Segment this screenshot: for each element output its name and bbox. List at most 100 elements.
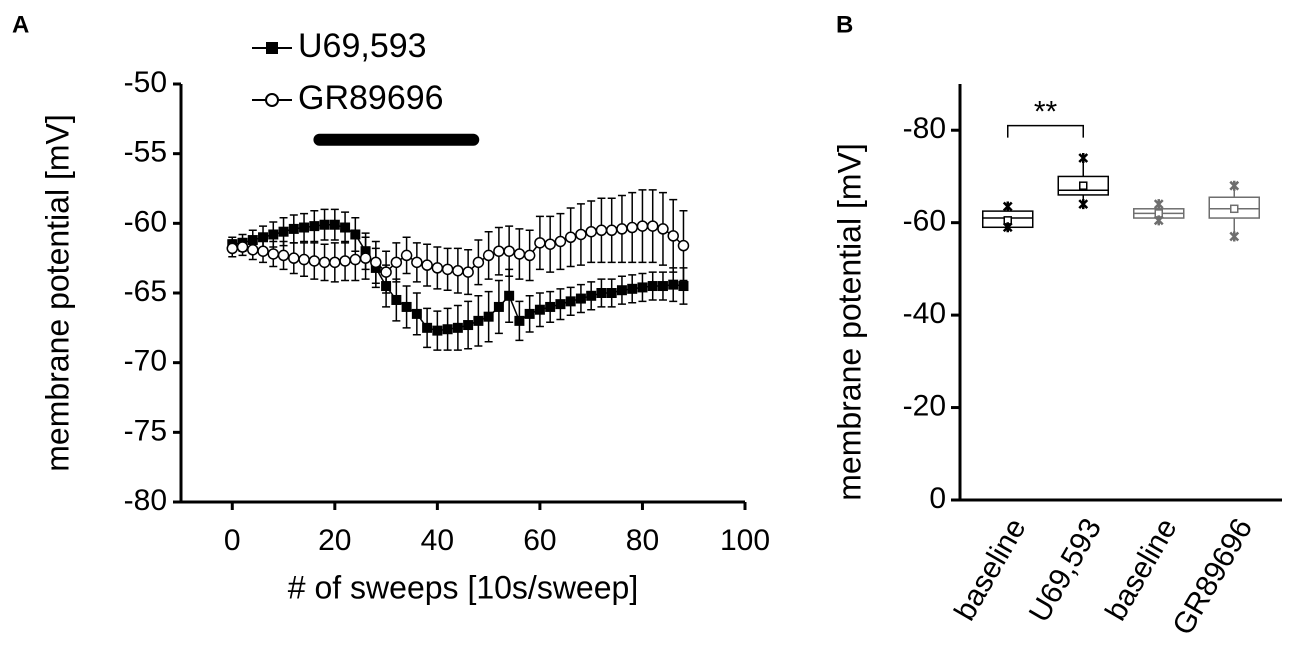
marker xyxy=(616,285,627,296)
marker xyxy=(554,235,567,248)
x-axis-label: # of sweeps [10s/sweep] xyxy=(288,569,638,605)
marker xyxy=(575,228,587,241)
marker xyxy=(350,229,361,240)
x-tick-label: baseline xyxy=(1099,513,1183,626)
marker xyxy=(513,248,526,260)
marker xyxy=(462,266,474,278)
marker xyxy=(524,308,535,319)
marker xyxy=(616,223,628,235)
y-axis-label: membrane potential [mV] xyxy=(39,114,75,472)
marker xyxy=(534,304,545,315)
marker xyxy=(298,253,310,266)
marker xyxy=(595,224,608,237)
y-tick-label: 0 xyxy=(929,482,946,515)
marker xyxy=(657,223,669,235)
max xyxy=(1153,215,1164,226)
significance-bracket xyxy=(1007,124,1084,138)
marker xyxy=(340,222,351,233)
x-tick-label: U69,593 xyxy=(1023,513,1108,628)
marker xyxy=(258,232,269,243)
marker xyxy=(236,241,249,253)
marker xyxy=(503,245,515,257)
marker xyxy=(391,294,402,305)
x-tick-label: 80 xyxy=(626,524,659,557)
marker xyxy=(606,288,617,298)
y-tick-label: -75 xyxy=(124,414,167,447)
x-tick-label: 20 xyxy=(318,524,351,557)
marker xyxy=(605,224,618,237)
y-tick-label: -65 xyxy=(124,275,167,308)
x-tick-label: 100 xyxy=(720,524,770,557)
marker xyxy=(504,290,515,301)
marker xyxy=(523,249,536,262)
y-tick-label: -80 xyxy=(903,112,946,145)
panel-label: B xyxy=(836,11,853,38)
marker xyxy=(390,256,403,269)
panel-label: A xyxy=(12,11,29,38)
marker xyxy=(473,315,484,326)
marker xyxy=(441,263,454,276)
marker xyxy=(349,253,362,266)
legend-label: GR89696 xyxy=(298,79,444,117)
min xyxy=(1002,201,1013,212)
marker xyxy=(514,315,525,326)
marker xyxy=(637,282,648,293)
marker xyxy=(442,324,453,335)
marker xyxy=(268,229,279,240)
x-tick-label: 40 xyxy=(421,524,454,557)
marker xyxy=(329,219,340,230)
marker xyxy=(452,264,464,277)
marker xyxy=(657,281,668,292)
marker xyxy=(678,281,689,292)
marker xyxy=(401,301,412,312)
max xyxy=(1078,199,1089,210)
marker xyxy=(318,256,331,269)
max xyxy=(1229,231,1240,242)
marker xyxy=(586,290,597,301)
marker xyxy=(267,248,280,260)
marker xyxy=(319,219,330,230)
legend-marker xyxy=(265,93,279,107)
marker xyxy=(668,279,679,290)
marker xyxy=(544,238,556,250)
marker xyxy=(493,245,505,257)
significance-label: ** xyxy=(1034,96,1058,129)
marker xyxy=(585,225,597,238)
y-tick-label: -70 xyxy=(124,345,167,378)
marker xyxy=(400,249,413,262)
marker xyxy=(432,325,443,336)
marker xyxy=(247,244,259,256)
marker xyxy=(647,281,658,292)
marker xyxy=(299,222,310,233)
marker xyxy=(667,230,679,242)
marker xyxy=(677,239,690,252)
marker xyxy=(534,237,546,249)
y-tick-label: -55 xyxy=(124,136,167,169)
mean xyxy=(1230,204,1239,214)
min xyxy=(1153,199,1164,210)
marker xyxy=(472,256,485,269)
marker xyxy=(309,221,320,232)
marker xyxy=(565,296,576,307)
max xyxy=(1002,222,1013,233)
marker xyxy=(482,249,495,262)
y-tick-label: -80 xyxy=(124,484,167,517)
min xyxy=(1078,152,1089,163)
marker xyxy=(329,256,341,269)
marker xyxy=(308,255,321,267)
marker xyxy=(627,283,638,294)
y-tick-label: -60 xyxy=(903,205,946,238)
legend-marker xyxy=(266,42,278,54)
x-tick-label: baseline xyxy=(948,513,1032,626)
y-tick-label: -50 xyxy=(124,66,167,99)
x-tick-label: 0 xyxy=(224,524,241,557)
y-tick-label: -20 xyxy=(903,389,946,422)
marker xyxy=(339,255,351,267)
marker xyxy=(596,288,607,298)
marker xyxy=(411,308,422,319)
marker xyxy=(626,221,638,234)
marker xyxy=(483,311,494,322)
marker xyxy=(278,226,289,237)
marker xyxy=(555,299,566,310)
marker xyxy=(646,220,659,232)
